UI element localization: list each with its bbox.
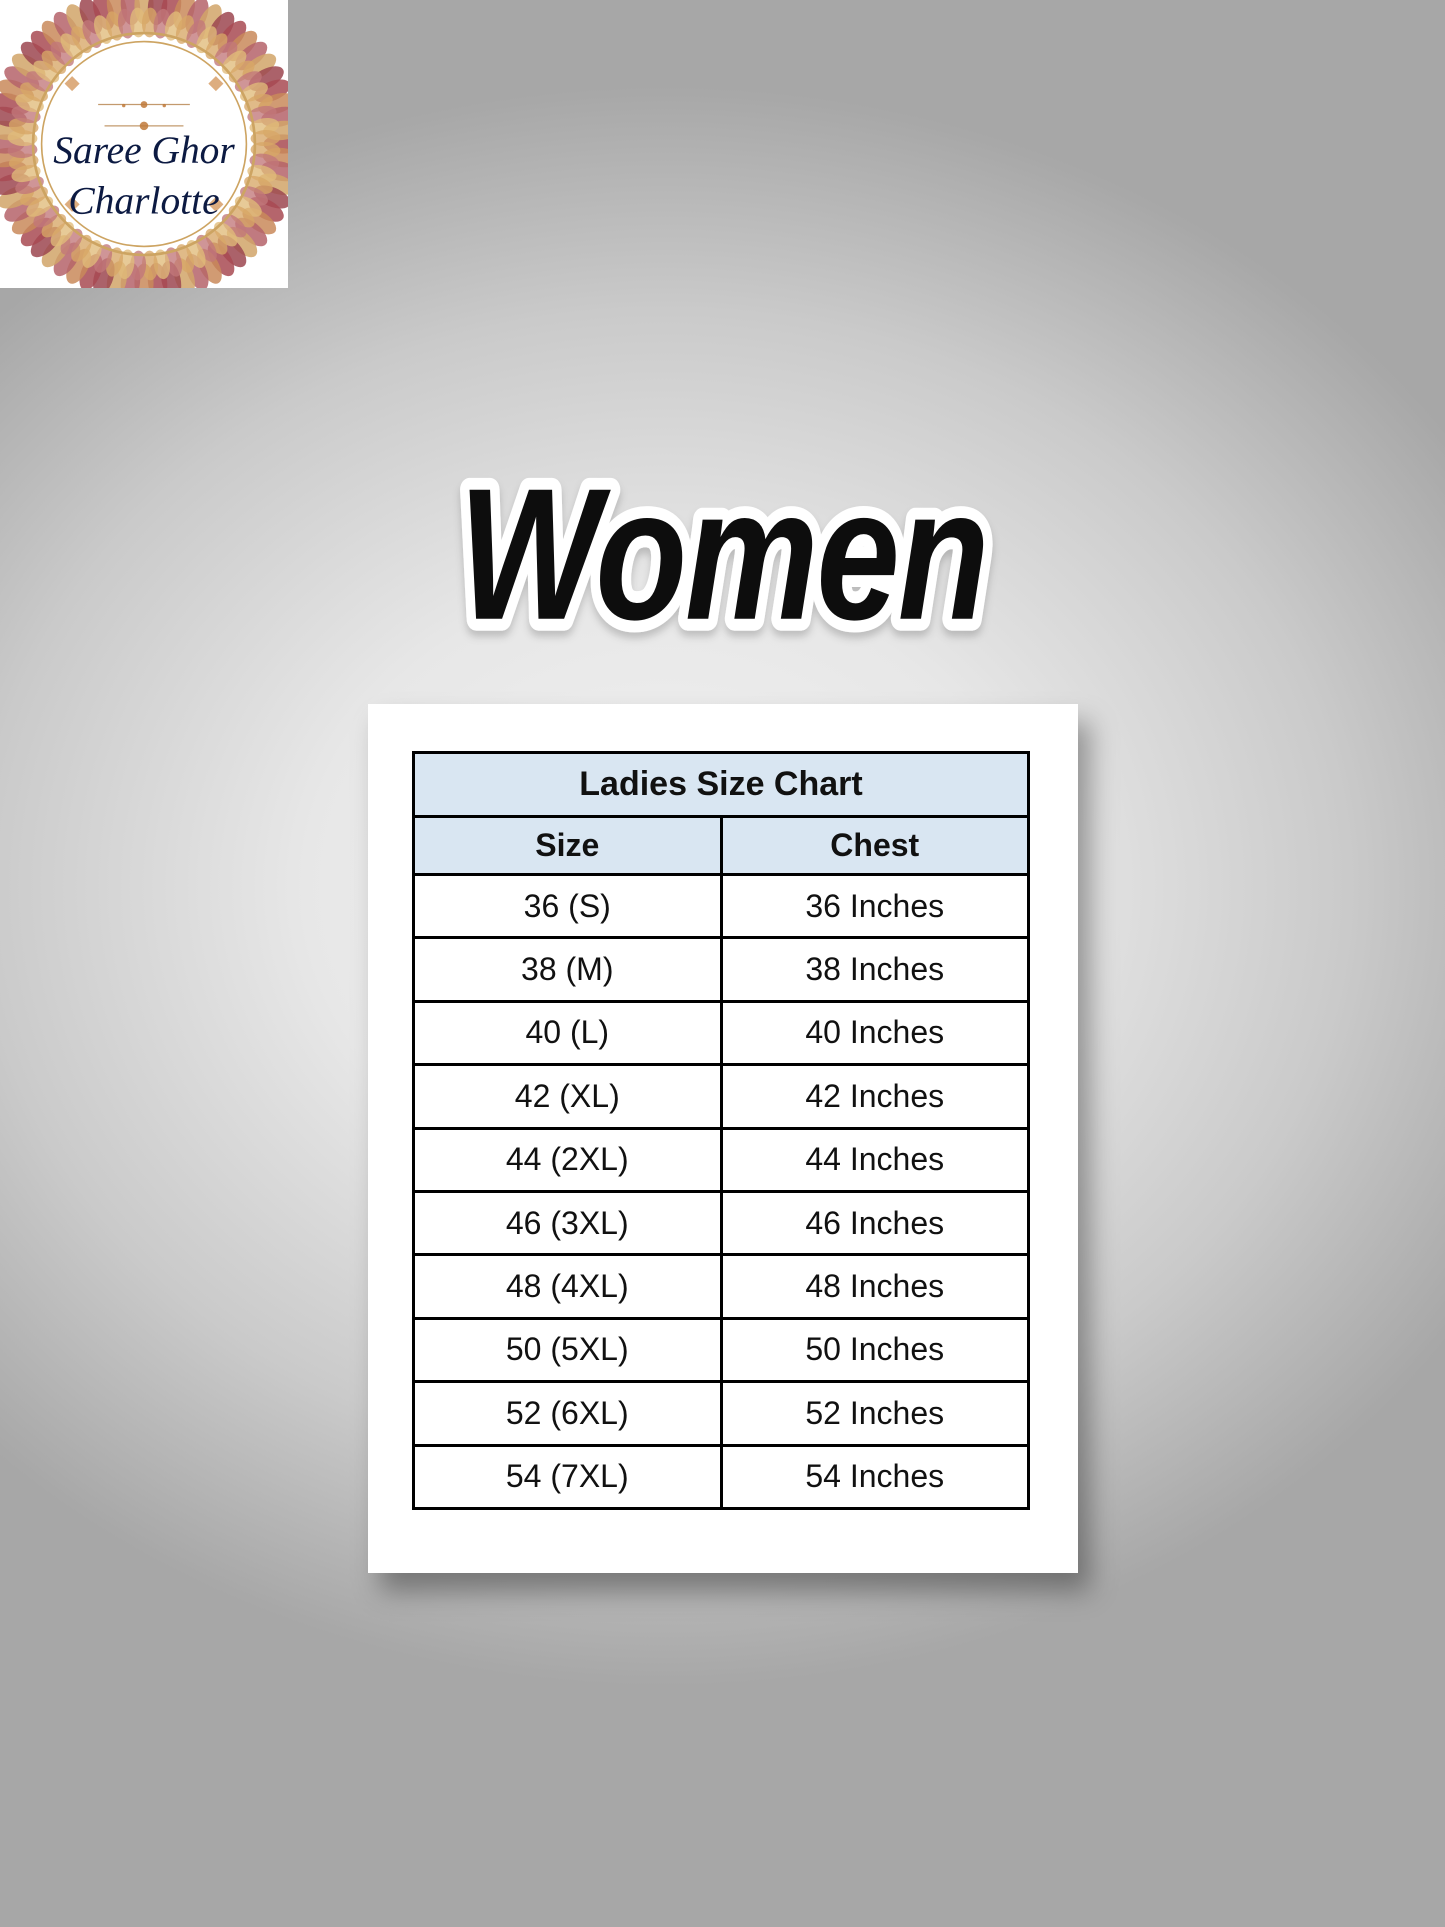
- svg-text:Women: Women: [458, 449, 987, 659]
- svg-text:Charlotte: Charlotte: [68, 178, 219, 222]
- svg-text:Saree Ghor: Saree Ghor: [53, 128, 235, 172]
